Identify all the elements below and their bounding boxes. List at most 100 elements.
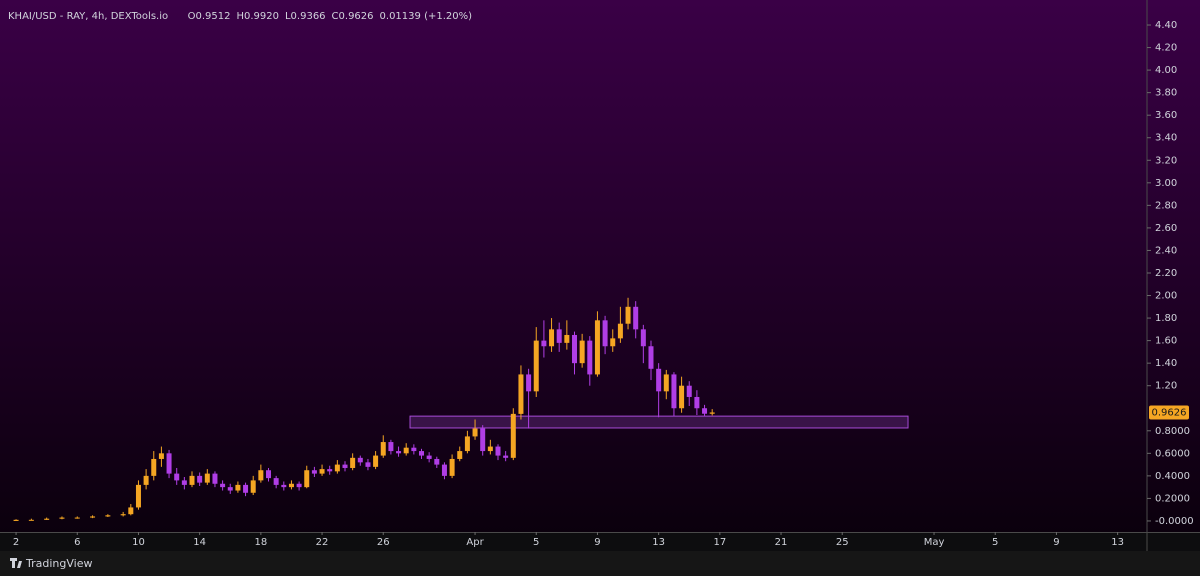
ohlc-value: H0.9920 — [236, 11, 279, 22]
candle-body — [227, 487, 233, 491]
candle-body — [13, 519, 19, 521]
candle-body — [648, 346, 654, 369]
candle-body — [571, 334, 577, 364]
candle-body — [235, 484, 241, 491]
candle-body — [174, 473, 180, 481]
plot-background — [0, 0, 1200, 532]
candle-body — [128, 507, 134, 515]
candle-body — [135, 484, 141, 508]
candle-body — [510, 413, 516, 458]
ohlc-value: L0.9366 — [285, 11, 326, 22]
y-tick-label: 2.60 — [1155, 223, 1177, 234]
x-tick-label: 22 — [316, 537, 329, 548]
y-tick-label: 1.80 — [1155, 313, 1177, 324]
x-tick-label: 5 — [533, 537, 539, 548]
candle-body — [541, 340, 547, 347]
candle-body — [503, 455, 509, 458]
candle-body — [373, 455, 379, 467]
y-tick-label: 4.40 — [1155, 20, 1177, 31]
logo — [10, 558, 22, 568]
candle-body — [702, 408, 708, 414]
candle-body — [258, 470, 264, 481]
candle-body — [365, 462, 371, 467]
y-tick-label: 4.00 — [1155, 65, 1177, 76]
candle-body — [495, 446, 501, 456]
candle-body — [44, 518, 50, 520]
x-tick-label: 13 — [1111, 537, 1124, 548]
candle-body — [90, 516, 96, 518]
candle-body — [120, 514, 126, 516]
candle-body — [610, 338, 616, 347]
candle-body — [396, 451, 402, 454]
candle-body — [334, 464, 340, 472]
candle-body — [388, 442, 394, 452]
candle-body — [472, 428, 478, 437]
candle-body — [403, 447, 409, 454]
y-tick-label: 0.4000 — [1155, 471, 1190, 482]
candle-body — [342, 464, 348, 468]
candle-body — [327, 469, 333, 472]
candle-body — [304, 470, 310, 488]
candle-body — [158, 453, 164, 459]
y-tick-label: 0.6000 — [1155, 448, 1190, 459]
y-tick-label: 1.40 — [1155, 358, 1177, 369]
candle-body — [250, 480, 256, 493]
candle-body — [625, 306, 631, 324]
candle-body — [197, 475, 203, 483]
x-tick-label: 25 — [836, 537, 849, 548]
candle-body — [441, 464, 447, 476]
candle-body — [449, 458, 455, 476]
last-price-label: 0.9626 — [1152, 407, 1187, 418]
x-tick-label: 13 — [652, 537, 665, 548]
candle-body — [273, 478, 279, 485]
candle-body — [487, 446, 493, 452]
y-tick-label: -0.0000 — [1155, 516, 1194, 527]
y-tick-label: 4.20 — [1155, 43, 1177, 54]
y-tick-label: 0.8000 — [1155, 426, 1190, 437]
candle-body — [694, 396, 700, 409]
y-tick-label: 1.20 — [1155, 381, 1177, 392]
candle-body — [480, 428, 486, 452]
y-tick-label: 2.80 — [1155, 200, 1177, 211]
x-tick-label: 9 — [594, 537, 600, 548]
candle-body — [617, 323, 623, 339]
x-tick-label: 26 — [377, 537, 390, 548]
y-tick-label: 3.80 — [1155, 88, 1177, 99]
candle-body — [243, 484, 249, 493]
y-tick-label: 3.40 — [1155, 133, 1177, 144]
candle-body — [549, 329, 555, 347]
y-tick-label: 2.40 — [1155, 245, 1177, 256]
y-tick-label: 3.60 — [1155, 110, 1177, 121]
plot — [13, 297, 909, 521]
candle-body — [151, 458, 157, 476]
candle-body — [74, 517, 80, 519]
candle-body — [212, 473, 218, 484]
y-tick-label: 3.00 — [1155, 178, 1177, 189]
candle-body — [296, 483, 302, 488]
candle-body — [587, 340, 593, 375]
x-tick-label: May — [924, 537, 945, 548]
y-tick-label: 2.00 — [1155, 291, 1177, 302]
candle-body — [656, 368, 662, 392]
time-axis-background — [0, 533, 1200, 551]
ohlc-value: 0.01139 (+1.20%) — [380, 11, 473, 22]
candle-body — [526, 374, 532, 392]
x-tick-label: Apr — [466, 537, 484, 548]
candle-body — [464, 436, 470, 452]
y-tick-label: 0.2000 — [1155, 493, 1190, 504]
candle-body — [411, 447, 417, 452]
y-tick-label: 2.20 — [1155, 268, 1177, 279]
candle-body — [143, 475, 149, 485]
candle-body — [59, 517, 65, 519]
candle-body — [357, 457, 363, 463]
candle-body — [319, 469, 325, 474]
candle-body — [181, 480, 187, 485]
last-price-box — [1149, 405, 1189, 420]
candle-body — [418, 451, 424, 456]
x-tick-label: 21 — [775, 537, 788, 548]
footer: TradingView — [25, 557, 92, 570]
candle-body — [311, 470, 317, 474]
candle-body — [686, 385, 692, 397]
candle-body — [350, 457, 356, 468]
